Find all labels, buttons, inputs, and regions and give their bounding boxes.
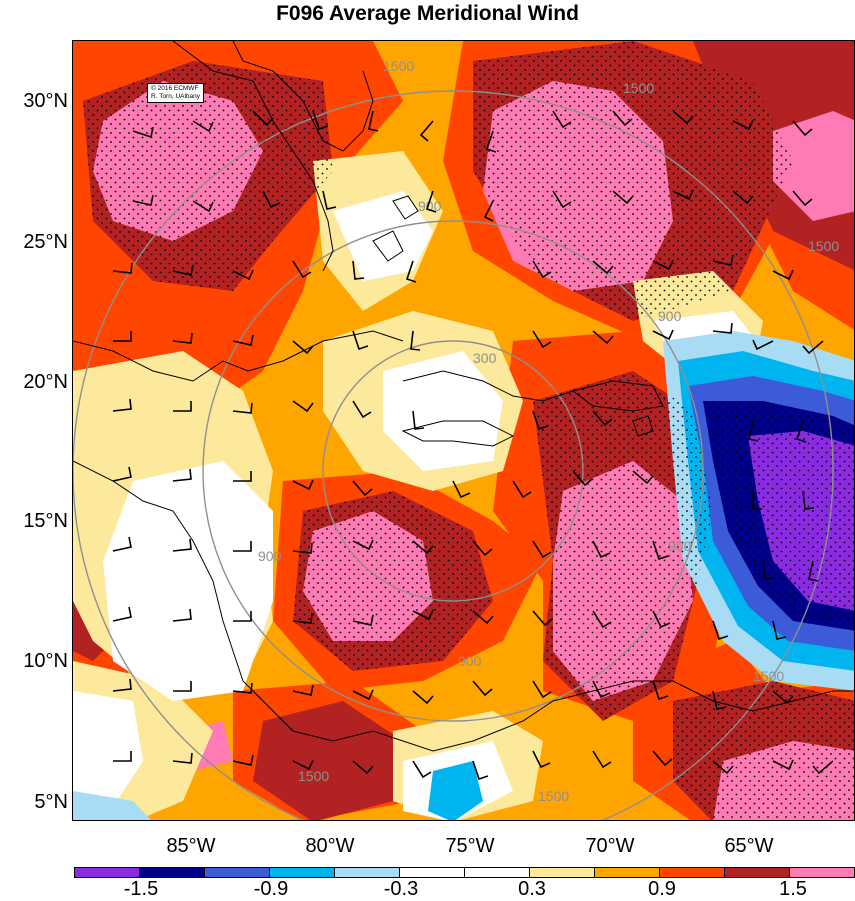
lon-label: 85°W: [166, 835, 216, 857]
ring-label: 300: [473, 350, 497, 366]
credit-line: © 2016 ECMWF: [151, 85, 199, 92]
colorbar-swatch: [725, 868, 790, 877]
colorbar-swatch: [530, 868, 595, 877]
lon-label: 70°W: [585, 835, 635, 857]
copyright-credit: © 2016 ECMWF R. Torn, UAlbany: [147, 83, 205, 103]
lon-label: 80°W: [305, 835, 355, 857]
colorbar-swatch: [205, 868, 270, 877]
colorbar-swatch: [465, 868, 530, 877]
ring-label: 900: [418, 198, 442, 214]
lon-label: 75°W: [445, 835, 495, 857]
colorbar-label: -1.5: [123, 878, 159, 900]
colorbar-swatch: [595, 868, 660, 877]
ring-labels: 1500 1500 1500 1500 1500 1500 900 900 90…: [258, 58, 839, 804]
ring-label: 900: [458, 653, 482, 669]
colorbar-swatch: [75, 868, 140, 877]
lat-label: 20°N: [23, 371, 68, 393]
lat-label: 15°N: [23, 510, 68, 532]
wind-barbs: [112, 110, 834, 781]
ring-label: 1500: [383, 58, 414, 74]
colorbar-label: -0.9: [253, 878, 289, 900]
coastlines: [73, 41, 854, 752]
colorbar-label: 1.5: [779, 878, 807, 900]
colorbar-swatch: [270, 868, 335, 877]
ring-label: 900: [258, 548, 282, 564]
lat-label: 25°N: [23, 231, 68, 253]
ring-label: 1500: [298, 768, 329, 784]
ring-label: 1500: [623, 80, 654, 96]
colorbar-swatch: [660, 868, 725, 877]
lat-label: 10°N: [23, 650, 68, 672]
credit-line: R. Torn, UAlbany: [151, 93, 201, 100]
colorbar-swatch: [140, 868, 205, 877]
colorbar-swatch: [335, 868, 400, 877]
ring-label: 1500: [538, 788, 569, 804]
ring-label: 900: [668, 538, 692, 554]
colorbar-label: 0.9: [648, 878, 676, 900]
colorbar-label: -0.3: [383, 878, 419, 900]
colorbar-swatch: [400, 868, 465, 877]
stippling: [83, 41, 854, 820]
wind-field-map: 1500 1500 1500 1500 1500 1500 900 900 90…: [73, 41, 854, 820]
colorbar-swatch: [790, 868, 854, 877]
ring-label: 1500: [753, 668, 784, 684]
ring-label: 900: [658, 308, 682, 324]
colorbar: [74, 867, 855, 878]
colorbar-label: 0.3: [518, 878, 546, 900]
map-title: F096 Average Meridional Wind: [276, 2, 579, 25]
map-panel: 1500 1500 1500 1500 1500 1500 900 900 90…: [72, 40, 855, 821]
range-rings: [73, 90, 834, 820]
lon-label: 65°W: [724, 835, 774, 857]
lat-label: 5°N: [34, 791, 68, 813]
ring-label: 1500: [808, 238, 839, 254]
lat-label: 30°N: [23, 90, 68, 112]
